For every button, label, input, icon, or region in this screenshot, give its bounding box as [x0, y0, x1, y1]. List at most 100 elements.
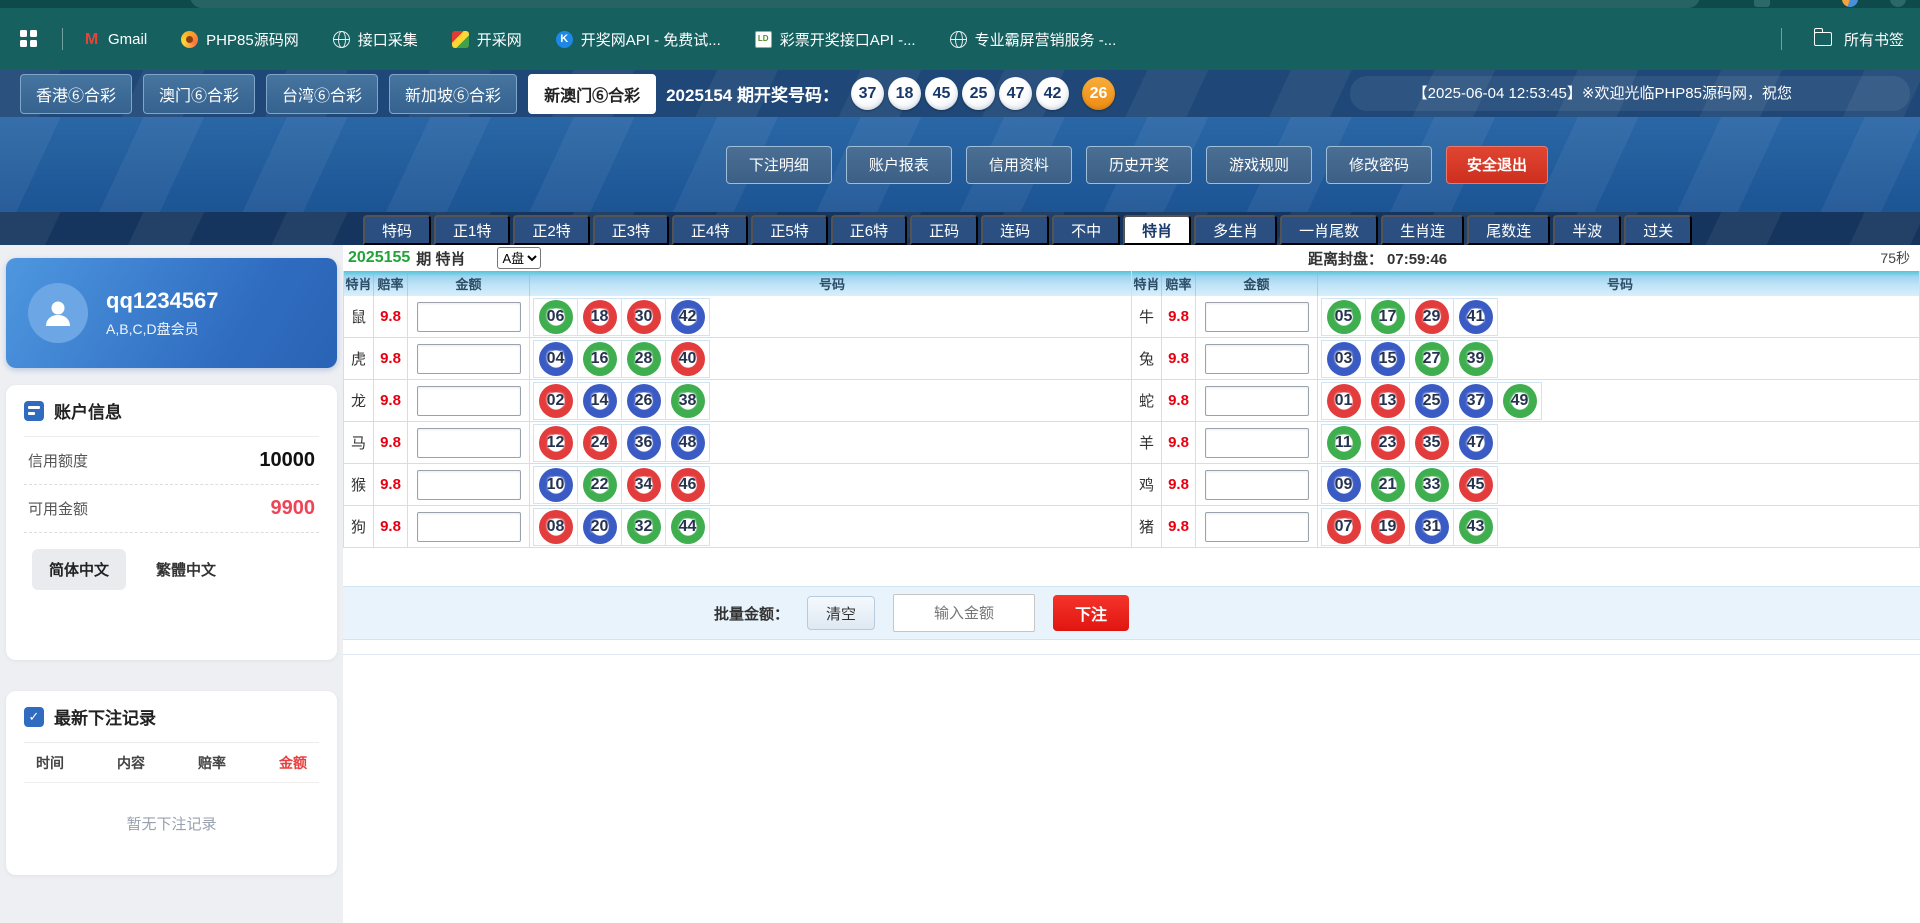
- ball-cell[interactable]: 21: [1365, 465, 1410, 504]
- ball-cell[interactable]: 47: [1453, 423, 1498, 462]
- ball-cell[interactable]: 44: [665, 507, 710, 546]
- bet-amount-input[interactable]: [1204, 385, 1309, 416]
- lottery-tab[interactable]: 新澳门⑥合彩: [528, 73, 657, 114]
- bet-amount-input[interactable]: [1204, 343, 1309, 374]
- account-nav-button[interactable]: 下注明细: [725, 145, 832, 184]
- bookmark-item[interactable]: 彩票开奖接口API -...: [754, 29, 916, 50]
- ball-cell[interactable]: 13: [1365, 381, 1410, 420]
- game-tab[interactable]: 正5特: [751, 215, 828, 245]
- game-tab[interactable]: 连码: [981, 215, 1050, 245]
- ball-cell[interactable]: 49: [1497, 381, 1542, 420]
- ball-cell[interactable]: 26: [621, 381, 666, 420]
- ball-cell[interactable]: 32: [621, 507, 666, 546]
- ball-cell[interactable]: 17: [1365, 297, 1410, 336]
- ball-cell[interactable]: 18: [577, 297, 622, 336]
- game-tab[interactable]: 多生肖: [1194, 215, 1278, 245]
- ball-cell[interactable]: 08: [533, 507, 578, 546]
- ball-cell[interactable]: 25: [1409, 381, 1454, 420]
- ball-cell[interactable]: 03: [1321, 339, 1366, 378]
- bookmark-star-icon[interactable]: [1668, 0, 1684, 7]
- ball-cell[interactable]: 43: [1453, 507, 1498, 546]
- browser-menu-icon[interactable]: [1890, 0, 1906, 7]
- ball-cell[interactable]: 10: [533, 465, 578, 504]
- ball-cell[interactable]: 12: [533, 423, 578, 462]
- bet-amount-input[interactable]: [416, 385, 521, 416]
- clear-button[interactable]: 清空: [806, 596, 875, 630]
- game-tab[interactable]: 生肖连: [1381, 215, 1465, 245]
- game-tab[interactable]: 尾数连: [1467, 215, 1551, 245]
- place-bet-button[interactable]: 下注: [1053, 595, 1130, 631]
- lang-simplified-button[interactable]: 简体中文: [32, 549, 127, 590]
- ball-cell[interactable]: 01: [1321, 381, 1366, 420]
- bet-amount-input[interactable]: [416, 301, 521, 332]
- game-tab[interactable]: 正4特: [672, 215, 749, 245]
- bookmark-item[interactable]: PHP85源码网: [181, 29, 299, 50]
- ball-cell[interactable]: 31: [1409, 507, 1454, 546]
- game-tab[interactable]: 正码: [910, 215, 979, 245]
- account-nav-button[interactable]: 游戏规则: [1205, 145, 1312, 184]
- apps-grid-icon[interactable]: [20, 30, 38, 48]
- logout-button[interactable]: 安全退出: [1445, 145, 1548, 184]
- account-nav-button[interactable]: 修改密码: [1325, 145, 1432, 184]
- bookmark-item[interactable]: 开采网: [451, 29, 522, 50]
- ball-cell[interactable]: 39: [1453, 339, 1498, 378]
- lottery-tab[interactable]: 香港⑥合彩: [20, 73, 133, 114]
- lang-traditional-button[interactable]: 繁體中文: [154, 549, 218, 590]
- ball-cell[interactable]: 14: [577, 381, 622, 420]
- bookmark-item[interactable]: 开奖网API - 免费试...: [555, 29, 721, 50]
- ball-cell[interactable]: 09: [1321, 465, 1366, 504]
- ball-cell[interactable]: 24: [577, 423, 622, 462]
- bet-amount-input[interactable]: [416, 343, 521, 374]
- ball-cell[interactable]: 38: [665, 381, 710, 420]
- bet-amount-input[interactable]: [416, 427, 521, 458]
- ball-cell[interactable]: 20: [577, 507, 622, 546]
- game-tab[interactable]: 正6特: [830, 215, 908, 245]
- bet-amount-input[interactable]: [1204, 427, 1309, 458]
- game-tab[interactable]: 一肖尾数: [1280, 215, 1379, 245]
- all-bookmarks[interactable]: 所有书签: [1761, 28, 1904, 50]
- game-tab[interactable]: 过关: [1624, 215, 1693, 245]
- bookmark-item[interactable]: 接口采集: [332, 29, 418, 50]
- bet-amount-input[interactable]: [416, 511, 521, 542]
- game-tab[interactable]: 半波: [1553, 215, 1622, 245]
- ball-cell[interactable]: 11: [1321, 423, 1366, 462]
- ball-cell[interactable]: 05: [1321, 297, 1366, 336]
- bet-amount-input[interactable]: [1204, 511, 1309, 542]
- ball-cell[interactable]: 41: [1453, 297, 1498, 336]
- game-tab[interactable]: 正1特: [434, 215, 511, 245]
- game-tab[interactable]: 特码: [363, 215, 432, 245]
- account-nav-button[interactable]: 历史开奖: [1085, 145, 1192, 184]
- ball-cell[interactable]: 15: [1365, 339, 1410, 378]
- game-tab[interactable]: 正2特: [513, 215, 590, 245]
- game-tab[interactable]: 特肖: [1123, 215, 1192, 245]
- extensions-icon[interactable]: [1754, 0, 1770, 7]
- lottery-tab[interactable]: 新加坡⑥合彩: [389, 73, 518, 114]
- bet-amount-input[interactable]: [416, 469, 521, 500]
- ball-cell[interactable]: 19: [1365, 507, 1410, 546]
- browser-profile-avatar[interactable]: [1842, 0, 1858, 7]
- ball-cell[interactable]: 35: [1409, 423, 1454, 462]
- ball-cell[interactable]: 07: [1321, 507, 1366, 546]
- bookmark-item[interactable]: 专业霸屏营销服务 -...: [949, 29, 1116, 50]
- ball-cell[interactable]: 48: [665, 423, 710, 462]
- bet-amount-input[interactable]: [1204, 469, 1309, 500]
- account-nav-button[interactable]: 信用资料: [965, 145, 1072, 184]
- ball-cell[interactable]: 06: [533, 297, 578, 336]
- ball-cell[interactable]: 28: [621, 339, 666, 378]
- bookmark-item[interactable]: Gmail: [83, 31, 147, 48]
- bet-amount-input[interactable]: [1204, 301, 1309, 332]
- lottery-tab[interactable]: 台湾⑥合彩: [266, 73, 379, 114]
- game-tab[interactable]: 不中: [1052, 215, 1121, 245]
- game-tab[interactable]: 正3特: [592, 215, 670, 245]
- ball-cell[interactable]: 04: [533, 339, 578, 378]
- account-nav-button[interactable]: 账户报表: [845, 145, 952, 184]
- ball-cell[interactable]: 23: [1365, 423, 1410, 462]
- ball-cell[interactable]: 36: [621, 423, 666, 462]
- ball-cell[interactable]: 46: [665, 465, 710, 504]
- ball-cell[interactable]: 27: [1409, 339, 1454, 378]
- ball-cell[interactable]: 30: [621, 297, 666, 336]
- ball-cell[interactable]: 33: [1409, 465, 1454, 504]
- ball-cell[interactable]: 02: [533, 381, 578, 420]
- ball-cell[interactable]: 22: [577, 465, 622, 504]
- batch-amount-input[interactable]: [893, 594, 1035, 632]
